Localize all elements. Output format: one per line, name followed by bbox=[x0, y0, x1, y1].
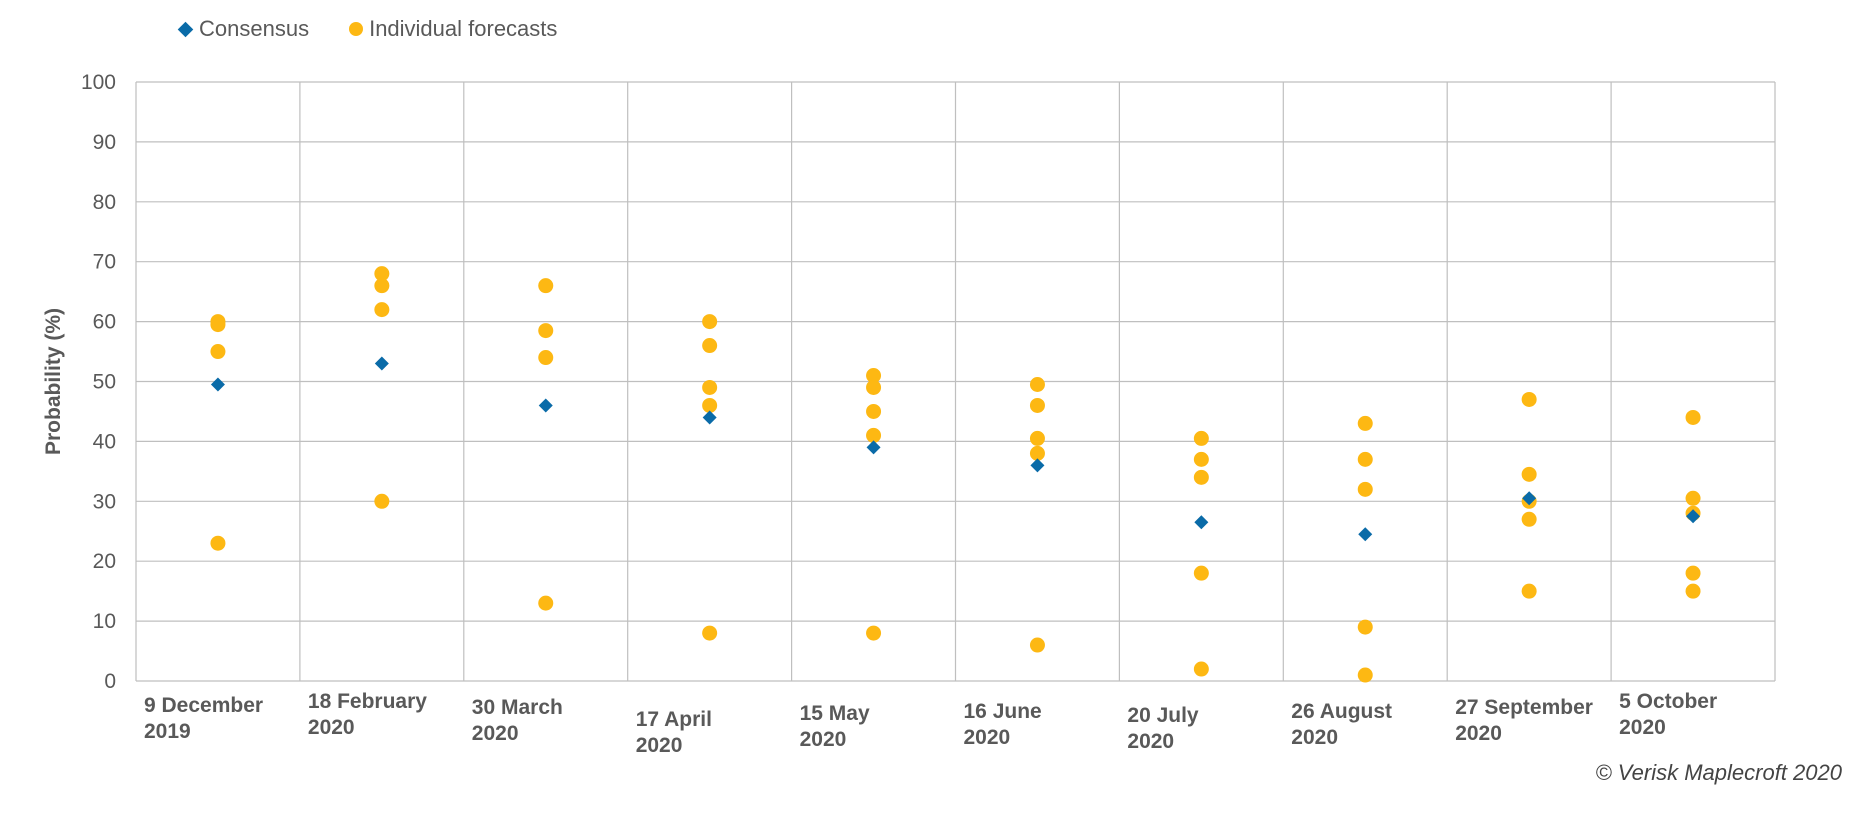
legend: Consensus Individual forecasts bbox=[177, 16, 557, 42]
individual-forecast-point bbox=[866, 379, 882, 395]
y-tick-label: 30 bbox=[93, 490, 116, 513]
individual-forecast-point bbox=[702, 338, 718, 354]
individual-forecast-point bbox=[1193, 565, 1209, 581]
consensus-point bbox=[1194, 515, 1209, 530]
individual-forecast-point bbox=[1193, 469, 1209, 485]
consensus-point bbox=[1030, 458, 1045, 473]
legend-label-individual: Individual forecasts bbox=[369, 16, 558, 41]
x-tick-label: 2020 bbox=[636, 734, 683, 757]
x-tick-label: 2020 bbox=[1291, 726, 1338, 749]
x-tick-label: 2019 bbox=[144, 720, 191, 743]
individual-forecast-point bbox=[1685, 583, 1701, 599]
consensus-point bbox=[1358, 527, 1373, 542]
copyright-credit: © Verisk Maplecroft 2020 bbox=[1595, 760, 1842, 785]
individual-forecast-point bbox=[866, 403, 882, 419]
individual-forecast-point bbox=[1357, 451, 1373, 467]
x-tick-label: 2020 bbox=[472, 722, 519, 745]
individual-forecast-point bbox=[1357, 481, 1373, 497]
x-tick-label: 2020 bbox=[308, 716, 355, 739]
individual-forecast-point bbox=[1521, 511, 1537, 527]
consensus-point bbox=[374, 356, 389, 371]
y-tick-label: 50 bbox=[93, 371, 116, 394]
legend-item-consensus: Consensus bbox=[177, 16, 310, 42]
individual-forecast-point bbox=[1357, 667, 1373, 683]
x-tick-label: 5 October bbox=[1619, 690, 1717, 713]
y-axis-label: Probability (%) bbox=[42, 308, 65, 455]
individual-forecast-point bbox=[538, 278, 554, 294]
x-tick-label: 16 June bbox=[964, 700, 1042, 723]
individual-forecast-point bbox=[1685, 490, 1701, 506]
y-tick-label: 90 bbox=[93, 131, 116, 154]
individual-forecast-point bbox=[210, 317, 226, 333]
individual-forecast-point bbox=[1193, 430, 1209, 446]
x-tick-label: 2020 bbox=[1127, 730, 1174, 753]
x-tick-label: 2020 bbox=[964, 726, 1011, 749]
y-tick-label: 60 bbox=[93, 311, 116, 334]
individual-forecast-point bbox=[1029, 430, 1045, 446]
individual-forecast-point bbox=[538, 595, 554, 611]
individual-forecast-point bbox=[1357, 415, 1373, 431]
individual-forecast-point bbox=[866, 427, 882, 443]
y-tick-label: 40 bbox=[93, 430, 116, 453]
individual-forecast-point bbox=[1029, 637, 1045, 653]
y-tick-label: 10 bbox=[93, 610, 116, 633]
consensus-point bbox=[1686, 509, 1701, 524]
individual-forecast-point bbox=[1685, 565, 1701, 581]
individual-forecast-point bbox=[866, 368, 882, 384]
individual-forecast-point bbox=[702, 314, 718, 330]
y-tick-label: 100 bbox=[81, 71, 116, 94]
consensus-point bbox=[210, 377, 225, 392]
individual-forecast-point bbox=[374, 493, 390, 509]
x-tick-label: 17 April bbox=[636, 708, 712, 731]
individual-forecast-point bbox=[210, 344, 226, 360]
individual-forecast-point bbox=[1029, 445, 1045, 461]
circle-marker-icon bbox=[349, 22, 364, 36]
x-tick-label: 15 May bbox=[800, 702, 870, 725]
consensus-point bbox=[538, 398, 553, 413]
individual-forecast-point bbox=[1521, 583, 1537, 599]
x-tick-label: 9 December bbox=[144, 694, 263, 717]
individual-forecast-point bbox=[210, 535, 226, 551]
y-tick-label: 0 bbox=[104, 670, 116, 693]
individual-forecast-point bbox=[702, 379, 718, 395]
y-tick-label: 70 bbox=[93, 251, 116, 274]
x-tick-label: 20 July bbox=[1127, 704, 1199, 727]
x-tick-label: 18 February bbox=[308, 690, 427, 713]
consensus-point bbox=[866, 440, 881, 455]
individual-forecast-point bbox=[1193, 451, 1209, 467]
x-tick-label: 26 August bbox=[1291, 700, 1392, 723]
individual-forecast-point bbox=[538, 323, 554, 339]
legend-item-individual: Individual forecasts bbox=[349, 16, 557, 42]
individual-forecast-point bbox=[1029, 397, 1045, 413]
individual-forecast-point bbox=[866, 625, 882, 641]
y-tick-label: 80 bbox=[93, 191, 116, 214]
individual-forecast-point bbox=[702, 397, 718, 413]
individual-forecast-point bbox=[374, 302, 390, 318]
individual-forecast-point bbox=[1193, 661, 1209, 677]
x-tick-label: 2020 bbox=[1619, 716, 1666, 739]
x-tick-label: 27 September bbox=[1455, 696, 1593, 719]
individual-forecast-point bbox=[1029, 376, 1045, 392]
x-tick-label: 2020 bbox=[800, 728, 847, 751]
x-tick-label: 2020 bbox=[1455, 722, 1502, 745]
individual-forecast-point bbox=[702, 625, 718, 641]
individual-forecast-point bbox=[1357, 619, 1373, 635]
individual-forecast-point bbox=[1521, 466, 1537, 482]
x-tick-label: 30 March bbox=[472, 696, 563, 719]
consensus-point bbox=[702, 410, 717, 425]
individual-forecast-point bbox=[374, 266, 390, 282]
individual-forecast-point bbox=[374, 278, 390, 294]
consensus-point bbox=[1522, 491, 1537, 506]
y-tick-label: 20 bbox=[93, 550, 116, 573]
legend-label-consensus: Consensus bbox=[199, 16, 310, 41]
individual-forecast-point bbox=[538, 350, 554, 366]
individual-forecast-point bbox=[1685, 409, 1701, 425]
individual-forecast-point bbox=[1521, 391, 1537, 407]
